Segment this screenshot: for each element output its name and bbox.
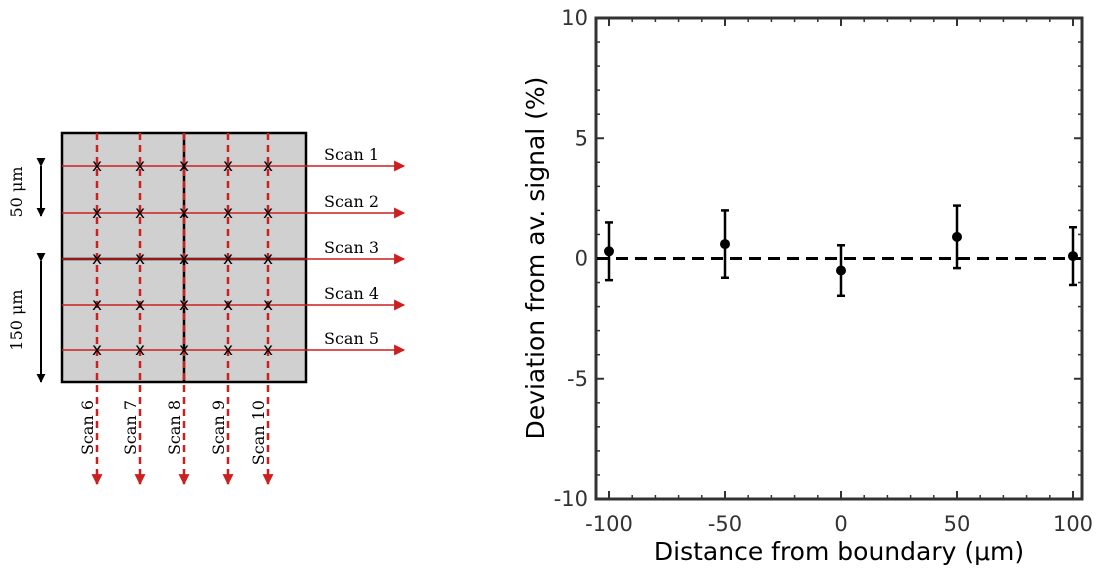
data-point: [952, 231, 962, 242]
measurement-mark: x: [135, 295, 145, 315]
measurement-mark: x: [92, 249, 102, 269]
vertical-scan-label: Scan 6: [78, 400, 97, 455]
scale-label-50um: 50 μm: [7, 166, 26, 217]
error-bars: [605, 204, 1077, 298]
vertical-scan-label: Scan 8: [165, 400, 184, 455]
measurement-mark: x: [135, 340, 145, 360]
x-tick-label: -100: [585, 512, 633, 536]
measurement-mark: x: [263, 249, 273, 269]
measurement-mark: x: [179, 295, 189, 315]
measurement-mark: x: [223, 249, 233, 269]
plot-frame: [594, 16, 1084, 501]
measurement-mark: x: [135, 203, 145, 223]
scan-labels: Scan 1 Scan 2 Scan 3 Scan 4 Scan 5 Scan 6 Scan…: [78, 145, 379, 465]
data-point: [604, 246, 614, 257]
x-axis-label: Distance from boundary (μm): [654, 537, 1024, 566]
measurement-mark: x: [223, 295, 233, 315]
axis-ticks: [596, 17, 1082, 500]
measurement-mark: x: [263, 156, 273, 176]
measurement-mark: x: [263, 203, 273, 223]
data-point: [1068, 251, 1078, 262]
y-tick-label: 5: [575, 126, 588, 150]
measurement-mark: x: [263, 295, 273, 315]
measurement-mark: x: [92, 203, 102, 223]
horizontal-scan-label: Scan 4: [324, 284, 379, 303]
measurement-mark: x: [223, 340, 233, 360]
horizontal-scan-label: Scan 5: [324, 329, 379, 348]
y-tick-label: 10: [561, 6, 588, 30]
measurement-mark: x: [179, 340, 189, 360]
measurement-mark: x: [92, 340, 102, 360]
y-tick-label: -5: [567, 367, 588, 391]
scan-schematic: 50 μm 150 μm x x x x x x x x x x x x x x x x x x x x x x x x x S…: [7, 131, 406, 486]
measurement-mark: x: [92, 156, 102, 176]
measurement-mark: x: [135, 156, 145, 176]
x-tick-label: 0: [834, 512, 847, 536]
measurement-mark: x: [179, 249, 189, 269]
measurement-mark: x: [135, 249, 145, 269]
scale-label-150um: 150 μm: [7, 289, 26, 350]
x-tick-label: 100: [1053, 512, 1093, 536]
horizontal-scan-label: Scan 3: [324, 238, 379, 257]
data-points: [604, 231, 1078, 276]
scan-lines: [62, 133, 406, 486]
measurement-mark: x: [263, 340, 273, 360]
data-point: [836, 265, 846, 276]
vertical-scan-label: Scan 10: [249, 400, 268, 465]
measurement-mark: x: [223, 156, 233, 176]
data-point: [720, 239, 730, 250]
y-axis-label: Deviation from av. signal (%): [521, 77, 550, 440]
horizontal-scan-label: Scan 1: [324, 145, 379, 164]
vertical-scan-label: Scan 9: [209, 400, 228, 455]
vertical-scan-label: Scan 7: [121, 400, 140, 455]
measurement-marks: x x x x x x x x x x x x x x x x x x x x x x x x x: [92, 156, 273, 360]
measurement-mark: x: [223, 203, 233, 223]
x-tick-label: 50: [944, 512, 971, 536]
measurement-mark: x: [92, 295, 102, 315]
x-tick-label: -50: [708, 512, 742, 536]
measurement-mark: x: [179, 156, 189, 176]
horizontal-scan-label: Scan 2: [324, 192, 379, 211]
y-tick-label: -10: [554, 487, 588, 511]
measurement-mark: x: [179, 203, 189, 223]
y-tick-label: 0: [575, 247, 588, 271]
